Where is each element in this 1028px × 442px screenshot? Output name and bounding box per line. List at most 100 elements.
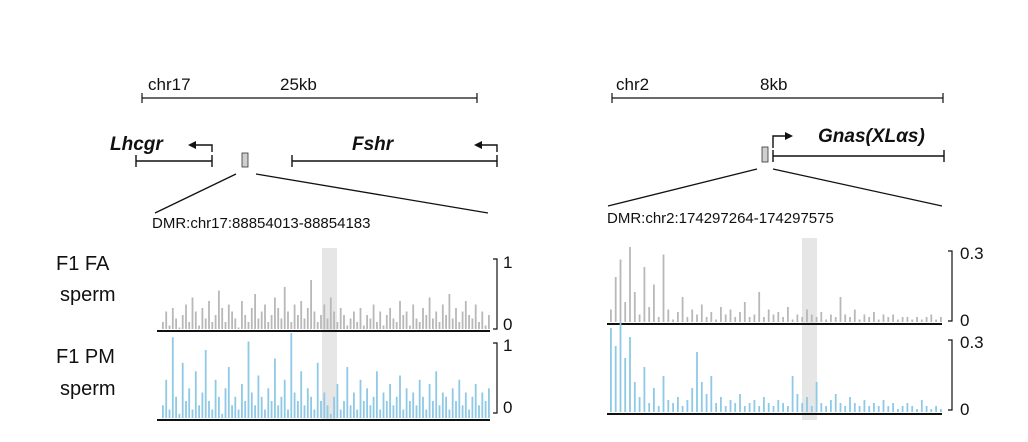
fa-methylation-bar — [801, 317, 804, 322]
pm-methylation-bar — [389, 384, 391, 418]
pm-methylation-bar — [306, 388, 309, 418]
fa-methylation-bar — [901, 317, 904, 322]
fa-methylation-bar — [758, 292, 761, 322]
fa-methylation-bar — [428, 297, 431, 329]
pm-methylation-bar — [405, 388, 408, 418]
zoom-line-left-r — [607, 168, 758, 207]
dmr-label-right: DMR:chr2:174297264-174297575 — [607, 210, 834, 227]
fa-methylation-bar — [710, 312, 713, 322]
pm-methylation-bar — [395, 396, 398, 419]
fa-methylation-bar — [729, 309, 732, 322]
pm-methylation-bar — [935, 406, 937, 412]
pm-methylation-bar — [724, 406, 727, 412]
pm-methylation-bar — [201, 392, 204, 418]
fa-methylation-bar — [796, 314, 799, 322]
fa-methylation-bar — [227, 304, 230, 329]
fa-methylation-bar — [648, 307, 651, 322]
fa-methylation-bar — [409, 325, 411, 329]
fa-methylation-bar — [481, 311, 484, 329]
pm-methylation-bar — [614, 346, 617, 412]
fa-methylation-bar — [629, 247, 631, 322]
pm-methylation-bar — [376, 371, 378, 419]
fa-methylation-bar — [432, 318, 434, 329]
fa-methylation-bar — [863, 314, 866, 322]
fa-methylation-bar — [366, 315, 368, 329]
pm-methylation-bar — [882, 400, 885, 412]
pm-methylation-bar — [409, 401, 411, 418]
pm-methylation-bar — [451, 388, 454, 418]
pm-methylation-bar — [214, 379, 217, 419]
pm-methylation-bar — [925, 406, 928, 412]
fa-methylation-bar — [435, 311, 438, 329]
fa-methylation-bar — [887, 317, 890, 322]
fa-methylation-bar — [638, 314, 641, 322]
pm-methylation-bar — [763, 397, 765, 412]
fa-methylation-bar — [178, 327, 181, 329]
zoom-line-left — [154, 173, 237, 214]
pm-methylation-bar — [672, 403, 674, 412]
pm-methylation-bar — [705, 394, 708, 412]
pm-methylation-bar — [359, 379, 362, 419]
pm-methylation-bar — [349, 405, 352, 419]
pm-methylation-bar — [379, 409, 382, 418]
pm-methylation-bar — [782, 403, 784, 412]
pm-methylation-bar — [362, 401, 365, 418]
pm-methylation-bar — [729, 400, 732, 412]
fa-methylation-bar — [834, 317, 837, 322]
pm-methylation-bar — [241, 384, 243, 418]
fa-methylation-bar — [724, 314, 727, 322]
fa-methylation-bar — [356, 322, 359, 329]
fa-methylation-bar — [274, 297, 276, 329]
pm-methylation-bar — [743, 406, 746, 412]
fa-methylation-bar — [461, 311, 464, 329]
pm-methylation-bar — [696, 352, 698, 412]
fa-methylation-bar — [791, 319, 794, 322]
fa-methylation-bar — [211, 322, 214, 329]
pm-methylation-bar — [329, 413, 332, 419]
fa-methylation-bar — [343, 315, 345, 329]
fa-methylation-bar — [369, 318, 372, 329]
pm-methylation-bar — [681, 406, 684, 412]
pm-methylation-bar — [392, 405, 395, 419]
fa-methylation-bar — [185, 304, 187, 329]
fa-methylation-bar — [191, 297, 194, 329]
pm-methylation-bar — [906, 403, 909, 412]
pm-methylation-bar — [165, 379, 168, 419]
pm-methylation-bar — [323, 392, 326, 418]
pm-methylation-bar — [739, 394, 741, 412]
scale-label-right: 8kb — [760, 75, 787, 94]
fa-methylation-bar — [405, 311, 408, 329]
fa-methylation-bar — [362, 325, 365, 329]
fa-methylation-bar — [204, 318, 207, 329]
arrow-left-icon — [188, 141, 213, 152]
pm-methylation-bar — [820, 403, 823, 412]
pm-methylation-bar — [422, 396, 424, 419]
fa-methylation-bar — [244, 315, 247, 329]
fa-methylation-bar — [633, 292, 636, 322]
arrow-left-icon — [474, 141, 498, 152]
fa-methylation-bar — [691, 309, 694, 322]
pm-methylation-bar — [366, 388, 368, 418]
gene-label-lhcgr: Lhcgr — [110, 134, 164, 155]
zoom-line-right-r — [772, 168, 943, 207]
fa-methylation-bar — [303, 318, 306, 329]
fa-methylation-bar — [662, 254, 665, 322]
fa-methylation-bar — [165, 311, 168, 329]
pm-methylation-bar — [168, 409, 171, 418]
fa-methylation-bar — [906, 317, 909, 322]
pm-methylation-bar — [178, 413, 181, 419]
fa-methylation-bar — [392, 318, 395, 329]
pm-methylation-bar — [356, 409, 359, 418]
fa-methylation-bar — [349, 318, 352, 329]
pm-methylation-bar — [892, 403, 894, 412]
dmr-marker-left — [241, 152, 249, 168]
fa-methylation-bar — [168, 325, 171, 329]
pm-methylation-bar — [868, 406, 871, 412]
pm-methylation-bar — [353, 392, 355, 418]
fa-methylation-bar — [379, 311, 382, 329]
scale-label-left: 25kb — [280, 75, 317, 94]
dmr-highlight-right — [802, 238, 817, 420]
fa-methylation-bar — [171, 308, 174, 329]
fa-methylation-bar — [264, 304, 266, 329]
fa-methylation-bar — [300, 301, 303, 329]
